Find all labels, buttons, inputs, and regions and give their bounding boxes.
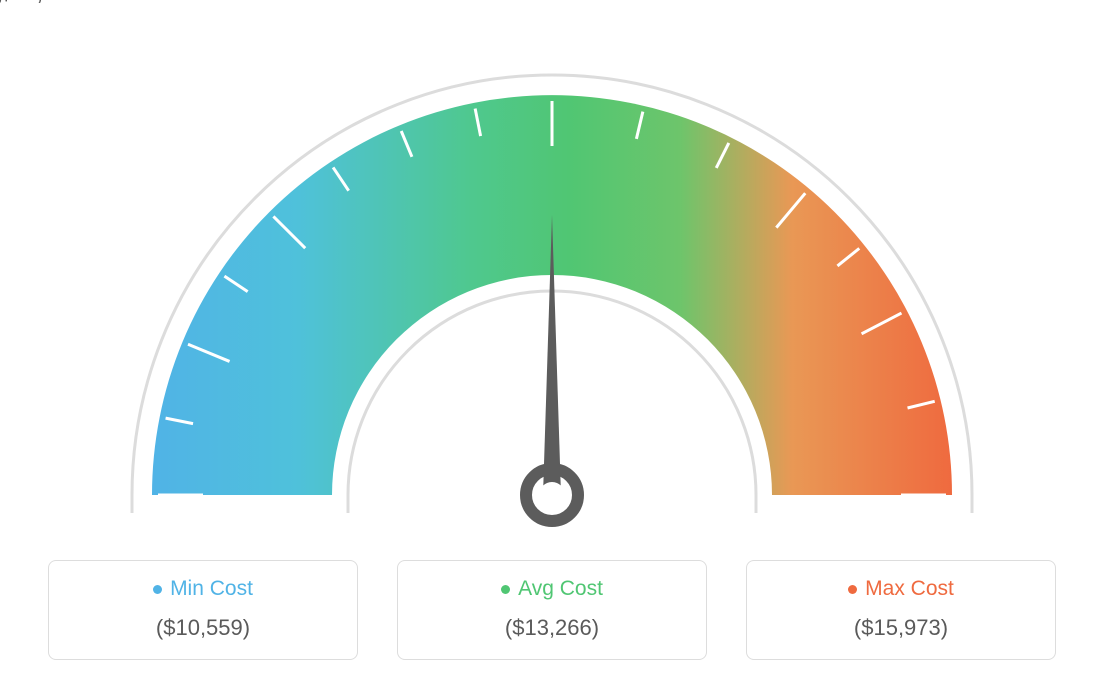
legend-title-max: Max Cost — [848, 577, 954, 601]
legend-card-min: Min Cost ($10,559) — [48, 560, 358, 660]
gauge-area: $10,559$11,236$11,913$13,266$14,168$15,0… — [0, 0, 1104, 560]
legend-value-avg: ($13,266) — [398, 615, 706, 641]
legend-title-avg-text: Avg Cost — [518, 577, 603, 601]
legend-title-min-text: Min Cost — [170, 577, 253, 601]
legend-title-max-text: Max Cost — [865, 577, 954, 601]
legend-card-avg: Avg Cost ($13,266) — [397, 560, 707, 660]
legend-value-max: ($15,973) — [747, 615, 1055, 641]
legend-row: Min Cost ($10,559) Avg Cost ($13,266) Ma… — [0, 560, 1104, 660]
legend-card-max: Max Cost ($15,973) — [746, 560, 1056, 660]
gauge-label: $15,973 — [0, 0, 80, 5]
legend-title-min: Min Cost — [153, 577, 253, 601]
legend-value-min: ($10,559) — [49, 615, 357, 641]
legend-title-avg: Avg Cost — [501, 577, 603, 601]
gauge-svg: $10,559$11,236$11,913$13,266$14,168$15,0… — [0, 0, 1104, 560]
cost-gauge-chart: $10,559$11,236$11,913$13,266$14,168$15,0… — [0, 0, 1104, 690]
legend-dot-avg — [501, 585, 510, 594]
legend-dot-min — [153, 585, 162, 594]
legend-dot-max — [848, 585, 857, 594]
